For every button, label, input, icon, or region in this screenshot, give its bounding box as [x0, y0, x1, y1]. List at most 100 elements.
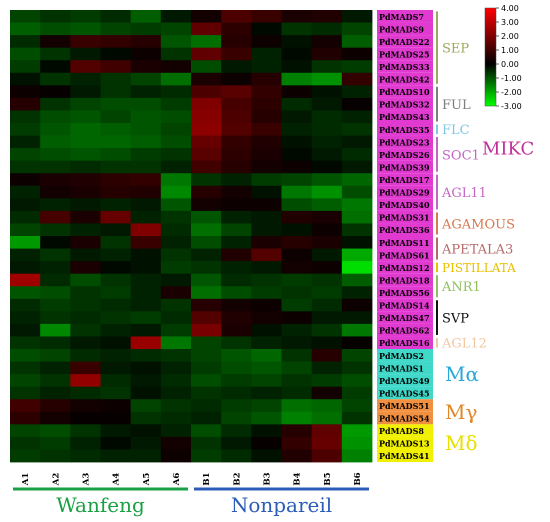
heatmap-cell — [221, 35, 252, 49]
heatmap-cell — [341, 47, 373, 61]
cultivar-groups: Wanfeng Nonpareil — [13, 487, 369, 517]
gene-label: PdMADS45 — [379, 388, 430, 398]
legend-tick-label: 0.00 — [501, 60, 519, 69]
heatmap-cell — [251, 135, 282, 149]
heatmap-cell — [311, 110, 343, 124]
heatmap-cell — [130, 173, 162, 187]
heatmap-cell — [341, 336, 373, 350]
heatmap-cell — [311, 349, 343, 362]
heatmap-cell — [281, 210, 313, 224]
heatmap-cell — [191, 449, 222, 463]
heatmap-cell — [40, 436, 71, 450]
heatmap-cell — [100, 160, 132, 174]
heatmap-cell — [130, 223, 162, 237]
heatmap-cell — [341, 273, 373, 287]
heatmap-cell — [130, 374, 162, 388]
heatmap-cell — [70, 399, 101, 413]
gene-label: PdMADS12 — [379, 263, 430, 273]
heatmap-cell — [100, 311, 132, 325]
heatmap-cell — [251, 236, 282, 249]
heatmap-cell — [311, 298, 343, 312]
heatmap-cells — [10, 10, 373, 463]
heatmap-cell — [281, 185, 313, 199]
heatmap-cell — [251, 47, 282, 61]
heatmap-cell — [191, 47, 222, 61]
heatmap-cell — [70, 47, 101, 61]
heatmap-cell — [100, 123, 132, 136]
heatmap-cell — [251, 436, 282, 450]
heatmap-cell — [251, 148, 282, 162]
heatmap-cell — [251, 374, 282, 388]
gene-label-box — [377, 198, 433, 211]
heatmap-cell — [40, 449, 71, 463]
heatmap-cell — [130, 35, 162, 49]
gene-label-box — [377, 135, 433, 149]
gene-label-box — [377, 311, 433, 324]
heatmap-cell — [281, 349, 313, 362]
heatmap-cell — [311, 386, 343, 400]
heatmap-cell — [40, 123, 71, 136]
gene-label-box — [377, 399, 433, 412]
heatmap-cell — [341, 286, 373, 300]
heatmap-cell — [221, 85, 252, 99]
heatmap-cell — [130, 261, 162, 275]
heatmap-cell — [281, 449, 313, 463]
heatmap-cell — [70, 436, 101, 450]
heatmap-cell — [10, 436, 41, 450]
heatmap-cell — [10, 60, 41, 74]
heatmap-cell — [251, 185, 282, 199]
heatmap-cell — [100, 173, 132, 187]
heatmap-cell — [70, 123, 101, 136]
heatmap-cell — [70, 60, 101, 74]
gene-label: PdMADS9 — [379, 24, 424, 34]
heatmap-cell — [221, 72, 252, 86]
heatmap-cell — [100, 223, 132, 237]
heatmap-cell — [130, 148, 162, 162]
heatmap-cell — [311, 323, 343, 337]
heatmap-cell — [160, 198, 192, 212]
family-label: FLC — [442, 123, 470, 138]
heatmap-cell — [10, 298, 41, 312]
heatmap-cell — [221, 123, 252, 136]
heatmap-cell — [281, 35, 313, 49]
heatmap-cell — [221, 60, 252, 74]
heatmap-cell — [100, 436, 132, 450]
heatmap-cell — [10, 336, 41, 350]
heatmap-cell — [341, 374, 373, 388]
heatmap-cell — [191, 311, 222, 325]
gene-label: PdMADS13 — [379, 439, 430, 449]
gene-label: PdMADS14 — [379, 301, 430, 311]
heatmap-cell — [130, 123, 162, 136]
heatmap-cell — [341, 198, 373, 212]
heatmap-cell — [160, 286, 192, 300]
heatmap-cell — [160, 424, 192, 438]
heatmap-cell — [160, 22, 192, 36]
heatmap-cell — [341, 361, 373, 375]
gene-label-box — [377, 35, 433, 48]
heatmap-cell — [130, 386, 162, 400]
heatmap-cell — [10, 97, 41, 111]
legend-tick-label: -2.00 — [501, 88, 522, 97]
heatmap-cell — [221, 286, 252, 300]
heatmap-cell — [221, 210, 252, 224]
heatmap-cell — [10, 349, 41, 362]
gene-label: PdMADS23 — [379, 137, 430, 147]
heatmap-cell — [130, 298, 162, 312]
color-scale-legend: 4.00 3.00 2.00 1.00 0.00 -1.00 -2.00 -3.00 — [484, 4, 522, 111]
heatmap-cell — [40, 148, 71, 162]
heatmap-cell — [221, 110, 252, 124]
gene-label: PdMADS31 — [379, 213, 430, 223]
gene-label-box — [377, 72, 433, 86]
heatmap-cell — [281, 22, 313, 36]
gene-label-box — [377, 160, 433, 174]
heatmap-cell — [160, 160, 192, 174]
heatmap-cell — [130, 60, 162, 74]
legend-tick-label: 3.00 — [501, 18, 519, 27]
sample-label: A3 — [81, 473, 91, 487]
heatmap-cell — [130, 311, 162, 325]
group-label: Wanfeng — [56, 493, 145, 517]
heatmap-cell — [281, 323, 313, 337]
heatmap-cell — [40, 22, 71, 36]
heatmap-cell — [100, 60, 132, 74]
